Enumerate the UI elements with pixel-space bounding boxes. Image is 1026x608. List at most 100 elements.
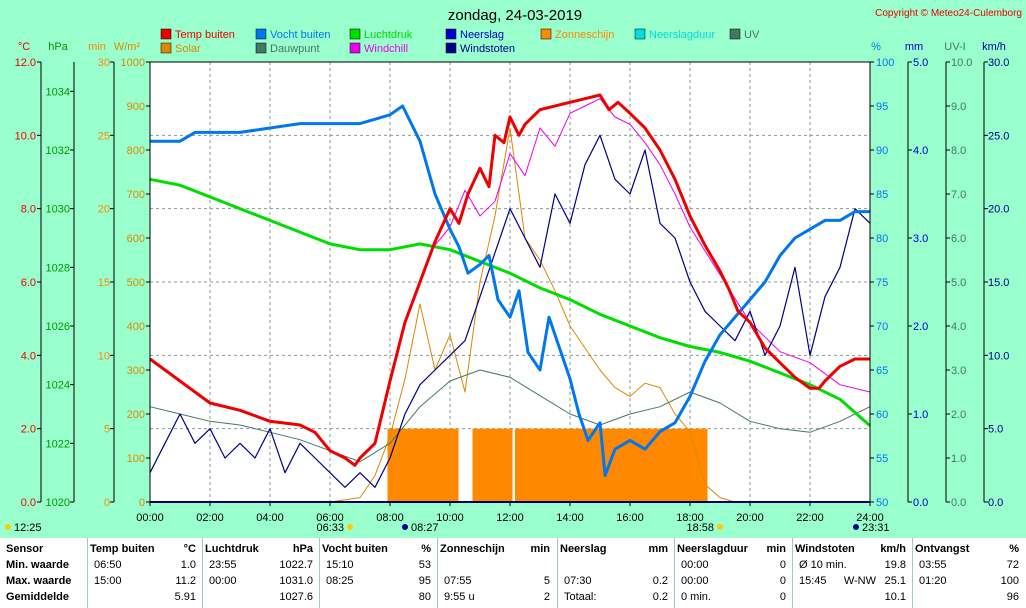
stats-separator: [912, 538, 913, 608]
stats-col-2: Luchtdruk hPa 23:55 1022.7 00:00 1031.0 1027.6: [205, 538, 317, 608]
stats-separator: [87, 538, 88, 608]
chart-title: zondag, 24-03-2019: [448, 7, 582, 24]
axis-tick-label-wind: 15.0: [988, 277, 1009, 289]
axis-unit-humidity: %: [871, 41, 881, 53]
axis-unit-uv: UV-I: [944, 41, 965, 53]
axis-tick-label-humidity: 50: [876, 497, 888, 509]
sunshine-bars: [387, 428, 708, 502]
axis-tick-label-humidity: 75: [876, 277, 888, 289]
stats-col-4: Zonneschijn min 07:55 5 9:55 u 2: [440, 538, 554, 608]
stats-max-time: 15:00: [94, 575, 122, 587]
stats-avg-value: 80: [418, 591, 431, 603]
stats-avg-value: 2: [543, 591, 550, 603]
stats-separator: [792, 538, 793, 608]
axis-tick-label-sun_min: 5: [104, 424, 110, 436]
stats-header: Neerslagduur: [677, 543, 748, 555]
axis-tick-label-wind: 5.0: [988, 424, 1003, 436]
x-axis: 00:00 02:00 04:00 06:00 08:00 10:00 12:00 14:00…: [136, 502, 884, 524]
stats-separator: [202, 538, 203, 608]
axis-tick-label-pressure: 1032: [46, 145, 70, 157]
series-line-temp: [149, 93, 870, 467]
row-label-avg: Gemiddelde: [6, 591, 69, 603]
x-tick-label: 22:00: [796, 512, 824, 524]
axis-tick-label-wind: 10.0: [988, 350, 1009, 362]
stats-max-value: 0: [779, 575, 786, 587]
legend-label-humidity: Vocht buiten: [270, 29, 331, 41]
stats-header: Ontvangst: [915, 543, 970, 555]
stats-max-value: 1031.0: [279, 575, 313, 587]
axis-tick-label-sun_min: 20: [98, 204, 110, 216]
legend-swatch-humidity: [255, 28, 267, 40]
stats-separator: [557, 538, 558, 608]
axis-unit-pressure: hPa: [48, 41, 68, 53]
axis-tick-label-uv: 7.0: [951, 189, 966, 201]
x-tick-label: 12:00: [496, 512, 524, 524]
series-line-solar: [150, 127, 870, 503]
axis-tick-label-temp: 12.0: [15, 57, 36, 69]
stats-unit: %: [421, 543, 431, 555]
stats-header: Vocht buiten: [322, 543, 388, 555]
axis-tick-label-uv: 5.0: [951, 277, 966, 289]
stats-max-time: 00:00: [681, 575, 709, 587]
stats-col-5: Neerslag mm 07:30 0.2 Totaal: 0.2: [560, 538, 672, 608]
legend-label-dewpoint: Dauwpunt: [270, 43, 320, 55]
weather-chart: zondag, 24-03-2019 Copyright © Meteo24-C…: [5, 7, 1022, 534]
axis-tick-label-solar: 400: [127, 321, 145, 333]
axis-tick-label-sun_min: 10: [98, 350, 110, 362]
stats-min-time: 06:50: [94, 559, 122, 571]
stats-col-7: Windstoten km/h Ø 10 min. 19.8 15:45 W-NW 25.1…: [795, 538, 910, 608]
time-marker-label: 12:25: [14, 522, 42, 534]
stats-min-time: 00:00: [681, 559, 709, 571]
axis-tick-label-wind: 30.0: [988, 57, 1009, 69]
legend-swatch-dewpoint: [255, 42, 267, 54]
stats-avg-value: 0: [779, 591, 786, 603]
stats-col-1: Temp buiten °C 06:50 1.0 15:00 11.2 5.91: [90, 538, 200, 608]
stats-max-value: 5: [543, 575, 550, 587]
axis-tick-label-rain: 0.0: [913, 497, 928, 509]
axis-tick-label-humidity: 65: [876, 365, 888, 377]
axis-tick-label-humidity: 100: [876, 57, 894, 69]
legend-label-sunshine: Zonneschijn: [555, 29, 614, 41]
stats-min-time: 03:55: [919, 559, 947, 571]
sunshine-bar: [387, 428, 459, 502]
stats-min-value: 1.0: [180, 559, 196, 571]
stats-unit: hPa: [292, 543, 313, 555]
stats-header: Luchtdruk: [205, 543, 259, 555]
axis-tick-label-temp: 8.0: [21, 204, 36, 216]
time-marker-label: 06:33: [316, 522, 344, 534]
legend-swatch-solar: [160, 42, 172, 54]
stats-avg-value: 5.91: [174, 591, 196, 603]
axis-tick-label-sun_min: 25: [98, 130, 110, 142]
stats-avg-value: 10.1: [884, 591, 906, 603]
series-line-gusts: [149, 134, 871, 488]
legend-swatch-rainduration: [634, 28, 646, 40]
axis-tick-label-uv: 8.0: [951, 145, 966, 157]
x-tick-label: 02:00: [196, 512, 224, 524]
stats-col-3: Vocht buiten% 15:10 53 08:25 95 80: [322, 538, 435, 608]
row-label-min: Min. waarde: [6, 559, 69, 571]
stats-col-6: Neerslagduur min 00:00 0 00:00 0 0 min. 0: [677, 538, 790, 608]
time-marker-label: 18:58: [686, 522, 714, 534]
axis-tick-label-pressure: 1030: [46, 204, 70, 216]
series-line-humidity: [150, 104, 870, 478]
axis-tick-label-solar: 1000: [121, 57, 145, 69]
stats-separator: [319, 538, 320, 608]
axis-tick-label-uv: 1.0: [951, 453, 966, 465]
axis-tick-label-wind: 20.0: [988, 204, 1009, 216]
stats-unit: °C: [183, 543, 196, 555]
legend: Temp buiten Vocht buiten Luchtdruk Neerslag…: [160, 28, 760, 55]
legend-label-windchill: Windchill: [364, 43, 408, 55]
stats-col-8: Ontvangst% 03:55 72 01:20 100 96: [915, 538, 1023, 608]
legend-label-gusts: Windstoten: [460, 43, 515, 55]
axis-tick-label-pressure: 1020: [46, 497, 70, 509]
axis-tick-label-temp: 6.0: [21, 277, 36, 289]
time-marker-icon: [853, 524, 859, 530]
axis-unit-solar: W/m²: [114, 41, 141, 53]
time-marker-icon: [5, 524, 11, 530]
stats-unit: km/h: [880, 543, 906, 555]
legend-label-solar: Solar: [175, 43, 201, 55]
axis-tick-label-humidity: 80: [876, 233, 888, 245]
axis-tick-label-pressure: 1028: [46, 262, 70, 274]
axis-tick-label-wind: 25.0: [988, 130, 1009, 142]
x-tick-label: 20:00: [736, 512, 764, 524]
